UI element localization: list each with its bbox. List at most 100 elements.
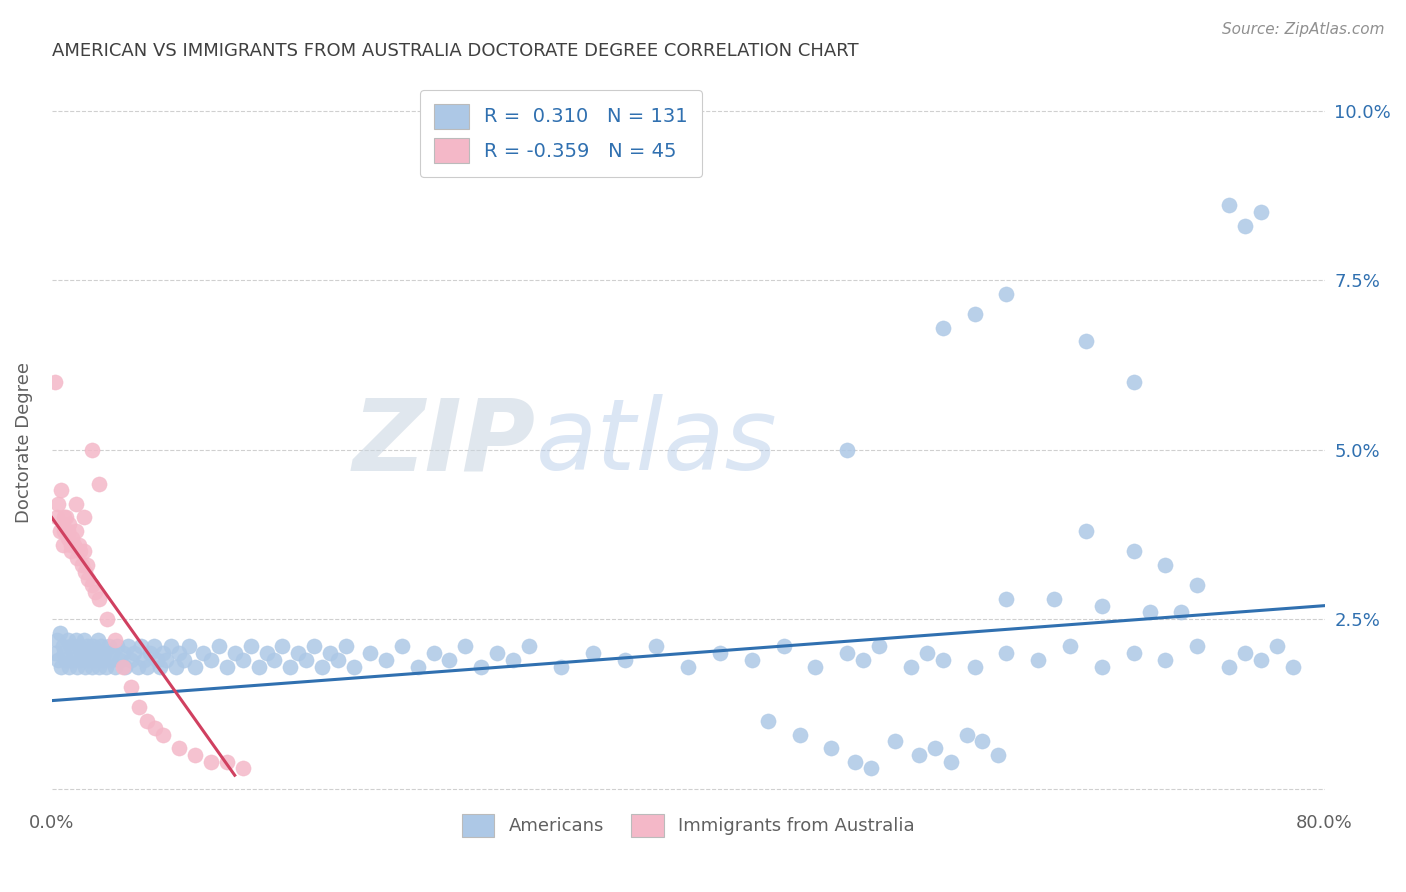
Point bbox=[1170, 606, 1192, 620]
Point bbox=[80, 578, 103, 592]
Point bbox=[335, 640, 357, 654]
Point bbox=[1091, 659, 1114, 673]
Point bbox=[772, 640, 794, 654]
Point bbox=[114, 659, 136, 673]
Point bbox=[56, 531, 79, 545]
Point bbox=[59, 538, 82, 552]
Point bbox=[256, 646, 278, 660]
Point bbox=[89, 476, 111, 491]
Legend: Americans, Immigrants from Australia: Americans, Immigrants from Australia bbox=[454, 806, 922, 844]
Point bbox=[1139, 606, 1161, 620]
Point bbox=[1074, 524, 1097, 538]
Point bbox=[844, 755, 866, 769]
Point bbox=[208, 640, 231, 654]
Text: atlas: atlas bbox=[536, 394, 778, 491]
Point bbox=[90, 640, 112, 654]
Point bbox=[1187, 640, 1209, 654]
Point bbox=[200, 653, 222, 667]
Point bbox=[82, 640, 104, 654]
Point bbox=[152, 727, 174, 741]
Point bbox=[963, 307, 986, 321]
Point bbox=[46, 653, 69, 667]
Point bbox=[48, 524, 70, 538]
Point bbox=[129, 640, 152, 654]
Point bbox=[48, 625, 70, 640]
Point bbox=[87, 632, 110, 647]
Point bbox=[311, 659, 333, 673]
Point bbox=[709, 646, 731, 660]
Point bbox=[104, 659, 127, 673]
Point bbox=[191, 646, 214, 660]
Point bbox=[939, 755, 962, 769]
Point bbox=[93, 646, 115, 660]
Point bbox=[613, 653, 636, 667]
Point bbox=[105, 640, 128, 654]
Point bbox=[972, 734, 994, 748]
Point bbox=[120, 653, 142, 667]
Point bbox=[167, 646, 190, 660]
Point bbox=[232, 653, 254, 667]
Point bbox=[45, 632, 67, 647]
Point bbox=[149, 659, 172, 673]
Point bbox=[66, 551, 89, 566]
Point bbox=[67, 538, 90, 552]
Point bbox=[132, 653, 155, 667]
Point bbox=[645, 640, 668, 654]
Point bbox=[63, 538, 86, 552]
Point bbox=[67, 640, 90, 654]
Point bbox=[53, 524, 76, 538]
Point bbox=[915, 646, 938, 660]
Text: AMERICAN VS IMMIGRANTS FROM AUSTRALIA DOCTORATE DEGREE CORRELATION CHART: AMERICAN VS IMMIGRANTS FROM AUSTRALIA DO… bbox=[52, 42, 859, 60]
Point bbox=[77, 653, 100, 667]
Point bbox=[127, 659, 149, 673]
Point bbox=[502, 653, 524, 667]
Point bbox=[326, 653, 349, 667]
Point bbox=[177, 640, 200, 654]
Point bbox=[995, 591, 1018, 606]
Point bbox=[59, 640, 82, 654]
Point bbox=[454, 640, 477, 654]
Point bbox=[1026, 653, 1049, 667]
Point bbox=[756, 714, 779, 728]
Point bbox=[955, 727, 977, 741]
Point bbox=[128, 700, 150, 714]
Point bbox=[155, 653, 177, 667]
Point bbox=[224, 646, 246, 660]
Point bbox=[1281, 659, 1303, 673]
Point bbox=[860, 761, 883, 775]
Point bbox=[924, 741, 946, 756]
Point bbox=[120, 680, 142, 694]
Point bbox=[820, 741, 842, 756]
Point bbox=[52, 538, 75, 552]
Point bbox=[931, 653, 953, 667]
Point bbox=[72, 632, 94, 647]
Point bbox=[280, 659, 302, 673]
Point bbox=[852, 653, 875, 667]
Point bbox=[1074, 334, 1097, 348]
Point bbox=[439, 653, 461, 667]
Point bbox=[232, 761, 254, 775]
Point bbox=[287, 646, 309, 660]
Point bbox=[987, 747, 1010, 762]
Point bbox=[59, 544, 82, 558]
Point bbox=[142, 640, 165, 654]
Point bbox=[112, 659, 135, 673]
Point bbox=[676, 659, 699, 673]
Point bbox=[741, 653, 763, 667]
Point bbox=[995, 286, 1018, 301]
Point bbox=[1043, 591, 1066, 606]
Point bbox=[215, 755, 238, 769]
Point bbox=[263, 653, 285, 667]
Point bbox=[215, 659, 238, 673]
Point bbox=[143, 721, 166, 735]
Point bbox=[101, 646, 124, 660]
Point bbox=[65, 524, 87, 538]
Point bbox=[304, 640, 326, 654]
Point bbox=[900, 659, 922, 673]
Point bbox=[1187, 578, 1209, 592]
Point bbox=[62, 653, 84, 667]
Point bbox=[62, 531, 84, 545]
Text: Source: ZipAtlas.com: Source: ZipAtlas.com bbox=[1222, 22, 1385, 37]
Point bbox=[51, 659, 73, 673]
Point bbox=[76, 640, 98, 654]
